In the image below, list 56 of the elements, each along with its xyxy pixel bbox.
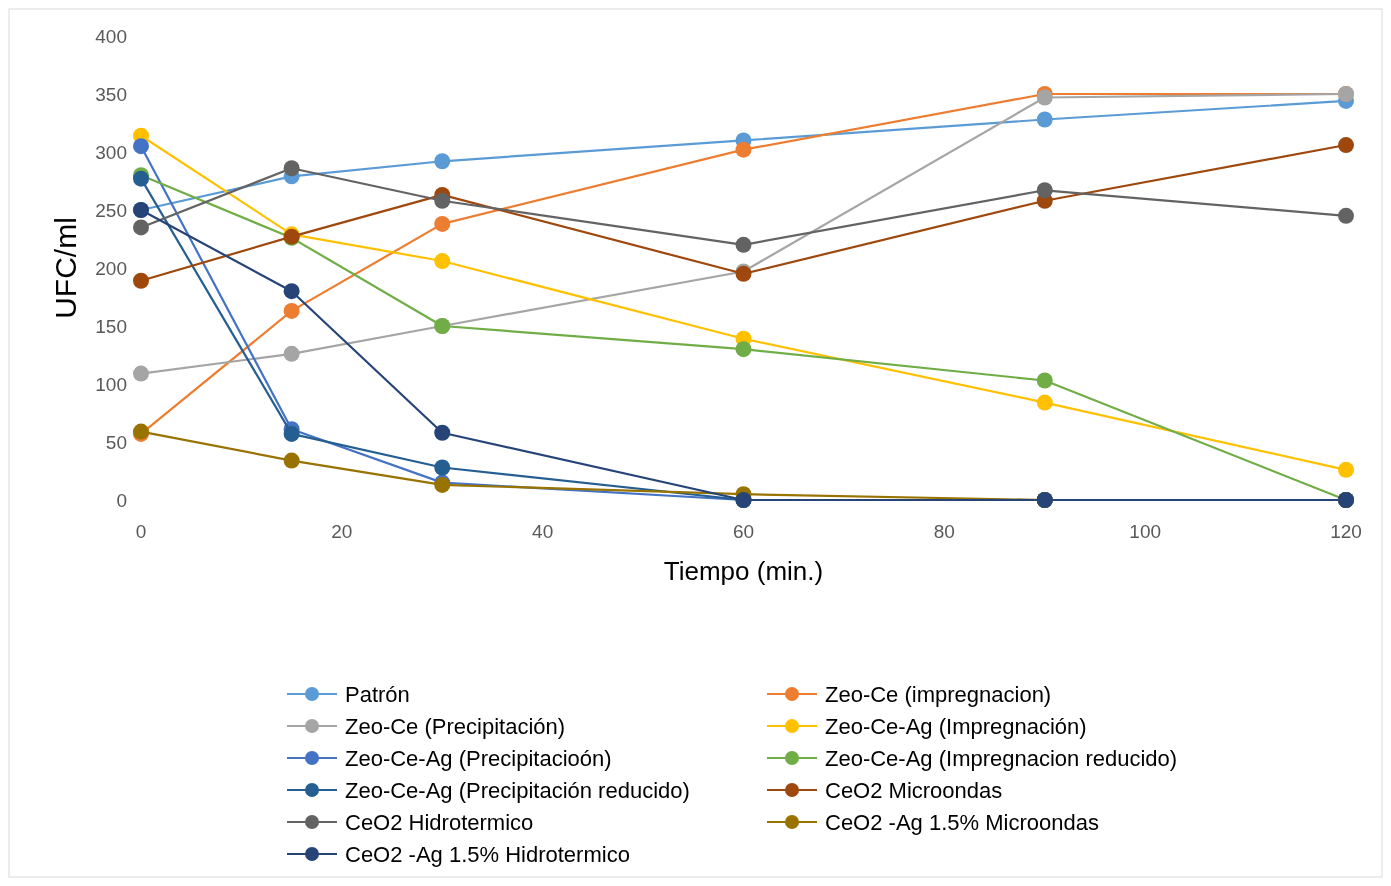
y-tick-label: 400: [95, 25, 127, 47]
y-tick-label: 100: [95, 373, 127, 395]
y-tick-label: 350: [95, 83, 127, 105]
x-tick-label: 0: [135, 521, 147, 542]
point: [283, 160, 300, 177]
point: [434, 215, 451, 232]
x-tick-label: 100: [1129, 521, 1162, 542]
point: [1036, 372, 1053, 389]
legend-label: Zeo-Ce-Ag (Impregnacion reducido): [825, 745, 1178, 771]
point: [283, 452, 300, 469]
point: [1036, 394, 1053, 411]
legend-label: CeO2 -Ag 1.5% Hidrotermico: [345, 841, 630, 867]
legend-label: Zeo-Ce-Ag (Precipitacioón): [345, 745, 612, 771]
point: [1338, 461, 1354, 478]
x-tick-label: 120: [1330, 521, 1362, 542]
legend-label: Zeo-Ce (Precipitación): [345, 713, 566, 739]
point: [283, 345, 300, 362]
legend-label: CeO2 -Ag 1.5% Microondas: [825, 809, 1099, 835]
legend-label: CeO2 Microondas: [825, 777, 1003, 803]
point: [1036, 111, 1053, 128]
point: [434, 192, 451, 209]
x-axis-title: Tiempo (min.): [663, 556, 824, 586]
x-tick-label: 40: [532, 521, 554, 542]
legend-label: Zeo-Ce (impregnacion): [825, 681, 1052, 707]
point: [434, 459, 451, 476]
point: [1338, 137, 1354, 154]
legend-label: Zeo-Ce-Ag (Impregnación): [825, 713, 1087, 739]
point: [283, 302, 300, 319]
legend-label: Zeo-Ce-Ag (Precipitación reducido): [345, 777, 690, 803]
point: [434, 424, 451, 441]
y-tick-label: 50: [105, 431, 127, 453]
x-tick-label: 80: [933, 521, 955, 542]
point: [1338, 207, 1354, 224]
point: [133, 272, 149, 289]
point: [133, 138, 149, 155]
y-tick-label: 250: [95, 199, 127, 221]
y-tick-label: 150: [95, 315, 127, 337]
y-tick-label: 300: [95, 141, 127, 163]
point: [434, 153, 451, 170]
y-tick-label: 200: [95, 257, 127, 279]
point: [1036, 182, 1053, 199]
x-tick-label: 60: [732, 521, 755, 542]
legend-label: CeO2 Hidrotermico: [345, 809, 534, 835]
point: [735, 141, 752, 158]
legend-label: Patrón: [345, 681, 410, 707]
point: [735, 341, 752, 358]
point: [133, 219, 149, 236]
x-tick-label: 20: [331, 521, 353, 542]
y-tick-label: 0: [116, 489, 127, 511]
point: [283, 283, 300, 300]
point: [735, 236, 752, 253]
point: [434, 253, 451, 270]
y-axis-title: UFC/ml: [49, 217, 82, 319]
point: [1036, 89, 1053, 106]
point: [283, 425, 300, 442]
point: [133, 365, 149, 382]
